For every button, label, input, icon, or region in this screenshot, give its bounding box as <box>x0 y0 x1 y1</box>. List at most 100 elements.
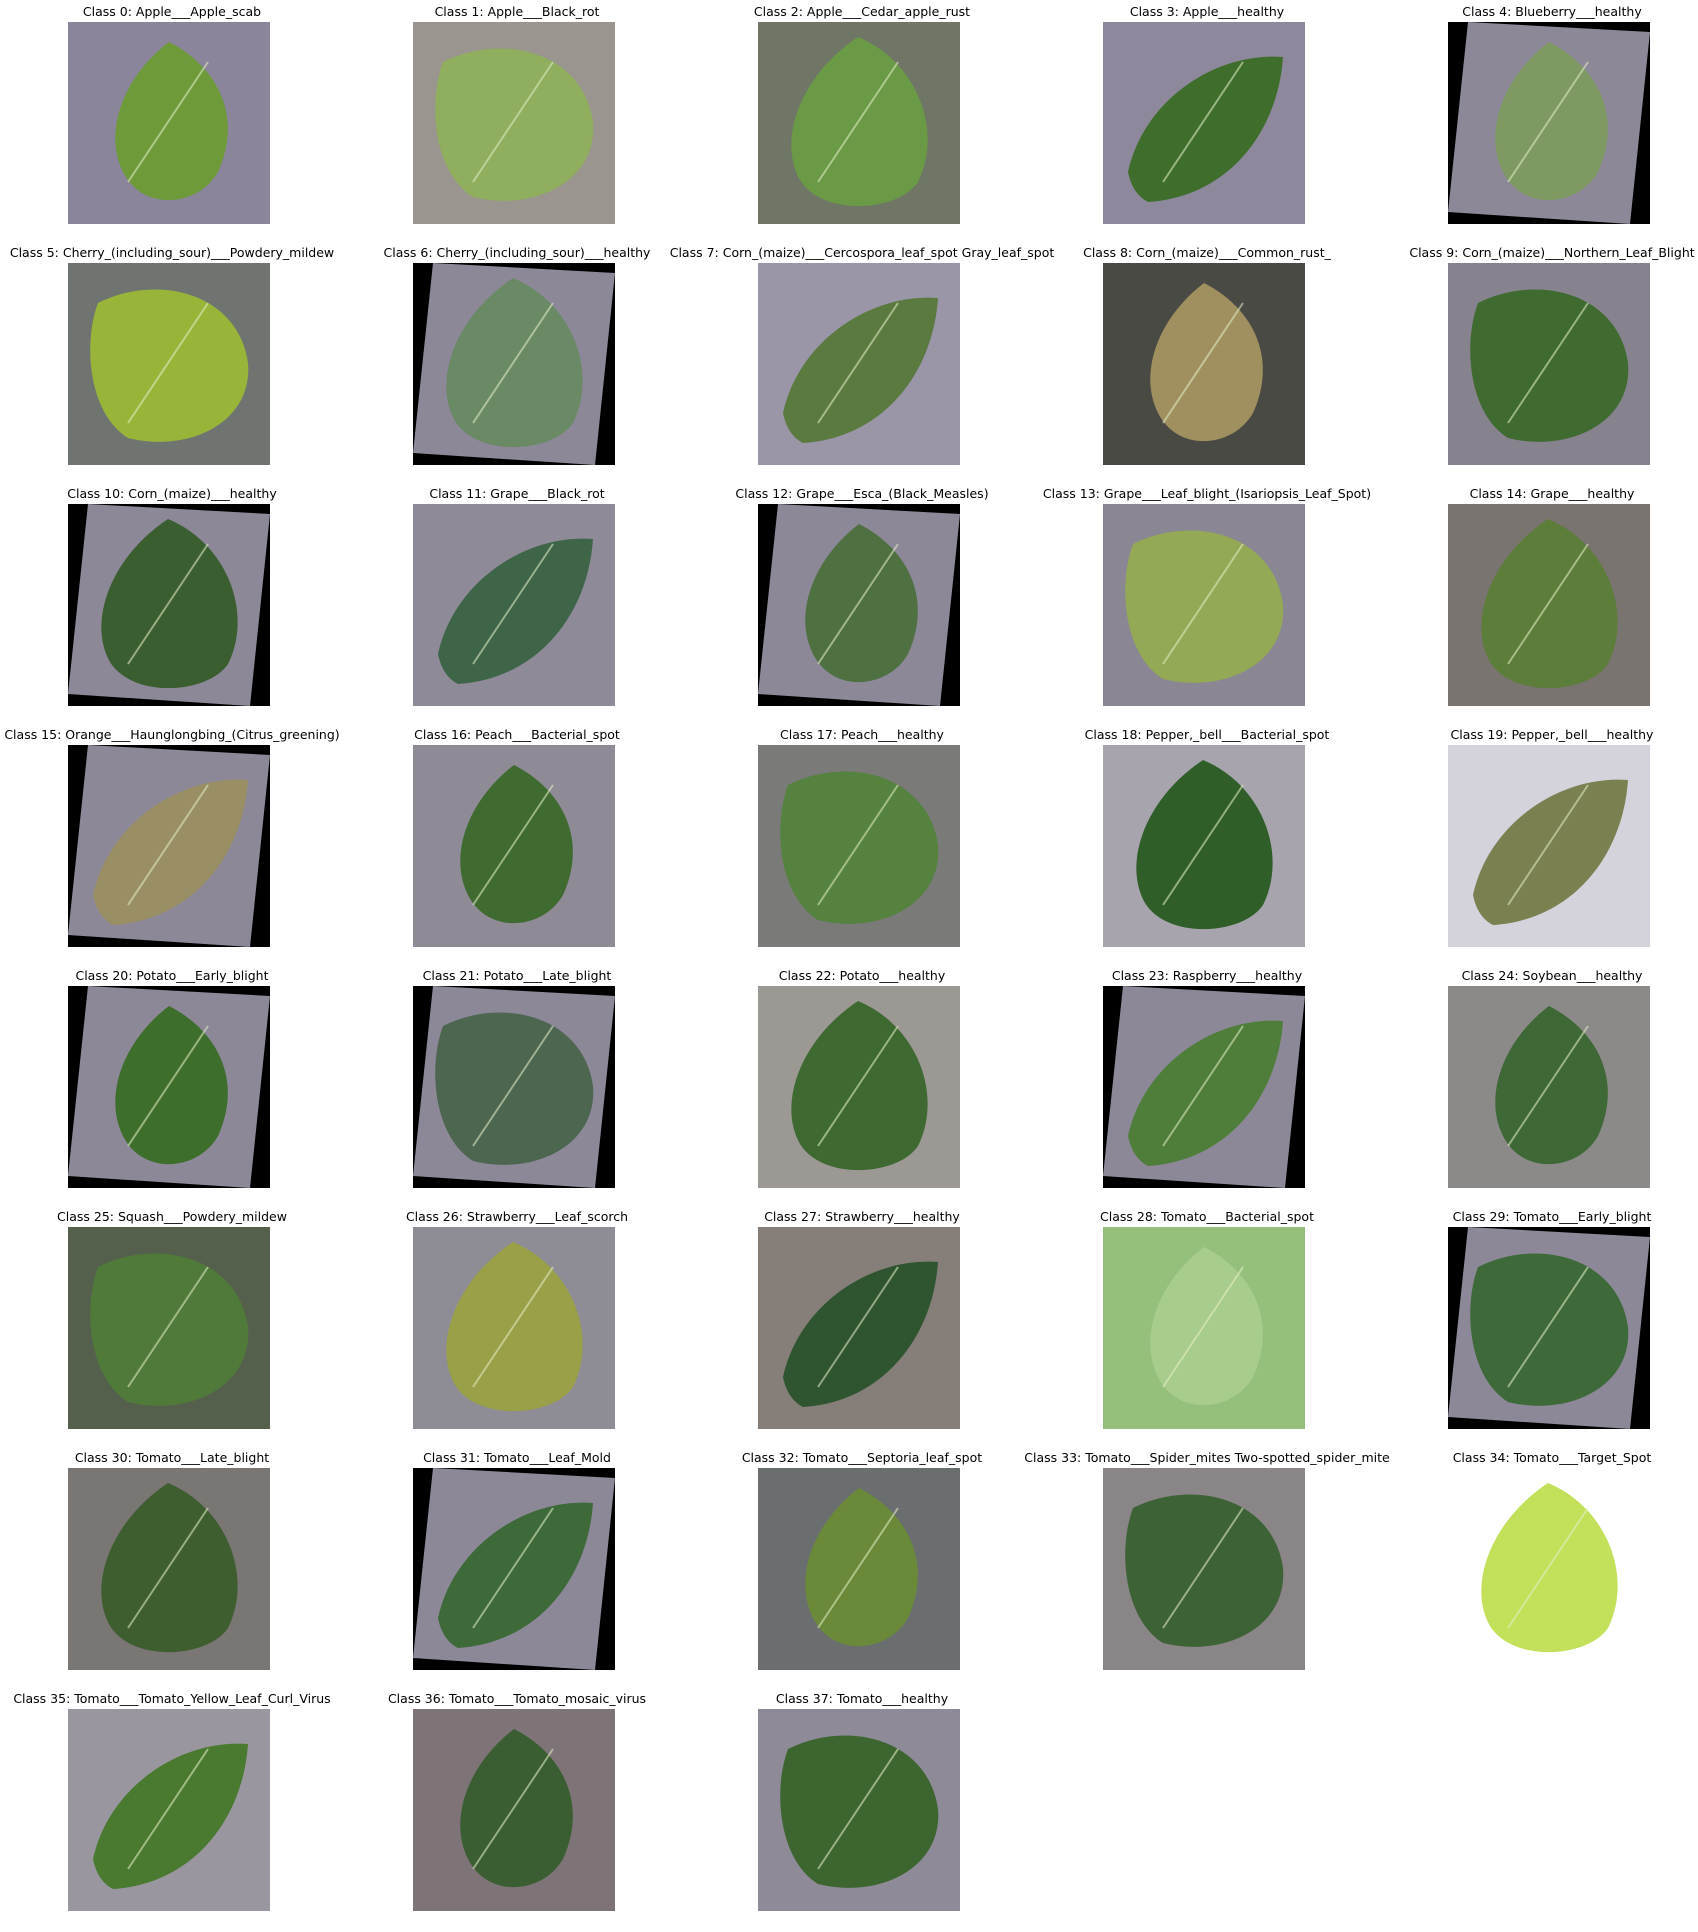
leaf-sample-image <box>413 745 615 947</box>
class-title: Class 17: Peach___healthy <box>780 727 944 742</box>
class-cell: Class 14: Grape___healthy <box>1380 482 1698 722</box>
class-title: Class 2: Apple___Cedar_apple_rust <box>753 4 971 19</box>
class-cell: Class 9: Corn_(maize)___Northern_Leaf_Bl… <box>1380 241 1698 481</box>
class-cell: Class 28: Tomato___Bacterial_spot <box>1035 1205 1379 1445</box>
class-title: Class 29: Tomato___Early_blight <box>1452 1209 1652 1224</box>
class-title: Class 7: Corn_(maize)___Cercospora_leaf_… <box>669 245 1055 260</box>
class-cell: Class 15: Orange___Haunglongbing_(Citrus… <box>0 723 344 963</box>
class-title: Class 33: Tomato___Spider_mites Two-spot… <box>1024 1450 1390 1465</box>
class-cell: Class 21: Potato___Late_blight <box>345 964 689 1204</box>
class-title: Class 19: Pepper,_bell___healthy <box>1450 727 1654 742</box>
leaf-sample-image <box>68 504 270 706</box>
class-title: Class 10: Corn_(maize)___healthy <box>67 486 277 501</box>
class-title: Class 3: Apple___healthy <box>1129 4 1285 19</box>
class-cell: Class 29: Tomato___Early_blight <box>1380 1205 1698 1445</box>
leaf-sample-image <box>413 22 615 224</box>
leaf-sample-image <box>758 504 960 706</box>
class-cell: Class 20: Potato___Early_blight <box>0 964 344 1204</box>
class-cell: Class 8: Corn_(maize)___Common_rust_ <box>1035 241 1379 481</box>
class-cell: Class 23: Raspberry___healthy <box>1035 964 1379 1204</box>
leaf-sample-image <box>758 1709 960 1911</box>
class-title: Class 5: Cherry_(including_sour)___Powde… <box>9 245 335 260</box>
leaf-sample-image <box>1448 504 1650 706</box>
leaf-sample-image <box>68 22 270 224</box>
leaf-sample-image <box>1448 22 1650 224</box>
leaf-sample-image <box>1448 1227 1650 1429</box>
leaf-sample-image <box>758 745 960 947</box>
class-title: Class 35: Tomato___Tomato_Yellow_Leaf_Cu… <box>13 1691 331 1706</box>
class-cell: Class 12: Grape___Esca_(Black_Measles) <box>690 482 1034 722</box>
class-cell: Class 32: Tomato___Septoria_leaf_spot <box>690 1446 1034 1686</box>
class-cell: Class 34: Tomato___Target_Spot <box>1380 1446 1698 1686</box>
class-title: Class 31: Tomato___Leaf_Mold <box>423 1450 611 1465</box>
leaf-sample-image <box>758 22 960 224</box>
class-cell: Class 13: Grape___Leaf_blight_(Isariopsi… <box>1035 482 1379 722</box>
leaf-sample-image <box>68 1468 270 1670</box>
class-cell: Class 37: Tomato___healthy <box>690 1687 1034 1927</box>
class-title: Class 21: Potato___Late_blight <box>422 968 612 983</box>
class-title: Class 0: Apple___Apple_scab <box>82 4 262 19</box>
class-cell: Class 18: Pepper,_bell___Bacterial_spot <box>1035 723 1379 963</box>
class-cell: Class 19: Pepper,_bell___healthy <box>1380 723 1698 963</box>
class-title: Class 8: Corn_(maize)___Common_rust_ <box>1083 245 1331 260</box>
leaf-sample-image <box>1448 745 1650 947</box>
class-title: Class 9: Corn_(maize)___Northern_Leaf_Bl… <box>1409 245 1695 260</box>
class-cell: Class 22: Potato___healthy <box>690 964 1034 1204</box>
leaf-sample-image <box>413 504 615 706</box>
leaf-sample-image <box>1103 263 1305 465</box>
class-cell: Class 26: Strawberry___Leaf_scorch <box>345 1205 689 1445</box>
class-cell: Class 1: Apple___Black_rot <box>345 0 689 240</box>
class-cell: Class 24: Soybean___healthy <box>1380 964 1698 1204</box>
leaf-sample-image <box>1448 986 1650 1188</box>
class-cell: Class 11: Grape___Black_rot <box>345 482 689 722</box>
class-title: Class 4: Blueberry___healthy <box>1462 4 1642 19</box>
class-title: Class 37: Tomato___healthy <box>775 1691 949 1706</box>
class-cell: Class 31: Tomato___Leaf_Mold <box>345 1446 689 1686</box>
leaf-sample-image <box>1103 1468 1305 1670</box>
class-title: Class 22: Potato___healthy <box>778 968 946 983</box>
leaf-sample-image <box>68 745 270 947</box>
class-cell: Class 25: Squash___Powdery_mildew <box>0 1205 344 1445</box>
leaf-sample-image <box>1103 986 1305 1188</box>
leaf-sample-image <box>758 986 960 1188</box>
class-title: Class 27: Strawberry___healthy <box>764 1209 960 1224</box>
class-title: Class 20: Potato___Early_blight <box>75 968 269 983</box>
leaf-sample-image <box>413 263 615 465</box>
class-cell: Class 10: Corn_(maize)___healthy <box>0 482 344 722</box>
class-cell: Class 27: Strawberry___healthy <box>690 1205 1034 1445</box>
leaf-sample-image <box>68 263 270 465</box>
leaf-sample-image <box>413 1468 615 1670</box>
class-cell: Class 35: Tomato___Tomato_Yellow_Leaf_Cu… <box>0 1687 344 1927</box>
class-title: Class 11: Grape___Black_rot <box>429 486 605 501</box>
leaf-sample-image <box>413 1227 615 1429</box>
class-title: Class 16: Peach___Bacterial_spot <box>414 727 620 742</box>
class-cell: Class 0: Apple___Apple_scab <box>0 0 344 240</box>
leaf-sample-image <box>68 986 270 1188</box>
leaf-sample-image <box>1448 263 1650 465</box>
leaf-sample-image <box>758 263 960 465</box>
class-cell: Class 30: Tomato___Late_blight <box>0 1446 344 1686</box>
leaf-sample-image <box>1103 22 1305 224</box>
leaf-sample-image <box>68 1709 270 1911</box>
class-title: Class 13: Grape___Leaf_blight_(Isariopsi… <box>1042 486 1372 501</box>
class-title: Class 14: Grape___healthy <box>1469 486 1635 501</box>
class-cell: Class 16: Peach___Bacterial_spot <box>345 723 689 963</box>
class-cell: Class 3: Apple___healthy <box>1035 0 1379 240</box>
class-title: Class 30: Tomato___Late_blight <box>74 1450 270 1465</box>
class-cell: Class 33: Tomato___Spider_mites Two-spot… <box>1024 1446 1390 1686</box>
class-cell: Class 17: Peach___healthy <box>690 723 1034 963</box>
leaf-sample-image <box>1103 504 1305 706</box>
class-title: Class 6: Cherry_(including_sour)___healt… <box>383 245 651 260</box>
leaf-sample-image <box>1103 1227 1305 1429</box>
class-cell: Class 4: Blueberry___healthy <box>1380 0 1698 240</box>
leaf-sample-image <box>758 1468 960 1670</box>
leaf-sample-image <box>413 986 615 1188</box>
leaf-sample-image <box>1448 1468 1650 1670</box>
class-title: Class 18: Pepper,_bell___Bacterial_spot <box>1084 727 1330 742</box>
class-title: Class 28: Tomato___Bacterial_spot <box>1100 1209 1314 1224</box>
class-title: Class 15: Orange___Haunglongbing_(Citrus… <box>4 727 340 742</box>
leaf-sample-image <box>758 1227 960 1429</box>
class-title: Class 36: Tomato___Tomato_mosaic_virus <box>387 1691 647 1706</box>
class-title: Class 24: Soybean___healthy <box>1461 968 1643 983</box>
